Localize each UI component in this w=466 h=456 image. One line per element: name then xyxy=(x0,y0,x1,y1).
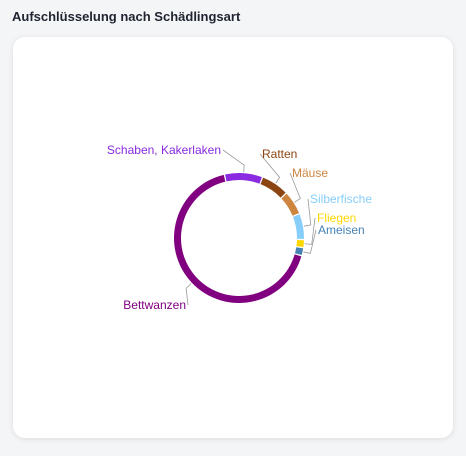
slice-ratten[interactable] xyxy=(260,177,286,198)
labels-group: Schaben, Kakerlaken Ratten Mäuse Silberfisc… xyxy=(107,143,372,312)
leader-line-schaben-kakerlaken xyxy=(222,149,245,173)
chart-card xyxy=(13,37,453,438)
slice-fliegen[interactable] xyxy=(296,240,304,248)
slice-label-fliegen: Fliegen xyxy=(317,211,356,225)
leader-line-ameisen xyxy=(303,229,317,254)
slice-label-ratten: Ratten xyxy=(262,147,297,161)
page-title: Aufschlüsselung nach Schädlingsart xyxy=(12,9,241,24)
slice-mäuse[interactable] xyxy=(281,193,300,216)
leader-lines-group xyxy=(185,149,317,306)
slice-label-schaben-kakerlaken: Schaben, Kakerlaken xyxy=(107,143,221,157)
leader-line-silberfische xyxy=(303,198,312,227)
slice-label-mäuse: Mäuse xyxy=(292,166,328,180)
slices-group xyxy=(173,172,304,304)
slice-label-ameisen: Ameisen xyxy=(318,223,365,237)
slice-label-silberfische: Silberfische xyxy=(310,192,372,206)
slice-schaben-kakerlaken[interactable] xyxy=(225,172,262,184)
slice-label-bettwanzen: Bettwanzen xyxy=(123,298,186,312)
slice-ameisen[interactable] xyxy=(294,247,304,256)
leader-line-ratten xyxy=(259,153,281,184)
leader-line-fliegen xyxy=(304,217,316,245)
leader-line-bettwanzen xyxy=(185,283,192,306)
leader-line-mäuse xyxy=(289,172,301,203)
slice-silberfische[interactable] xyxy=(293,214,304,239)
